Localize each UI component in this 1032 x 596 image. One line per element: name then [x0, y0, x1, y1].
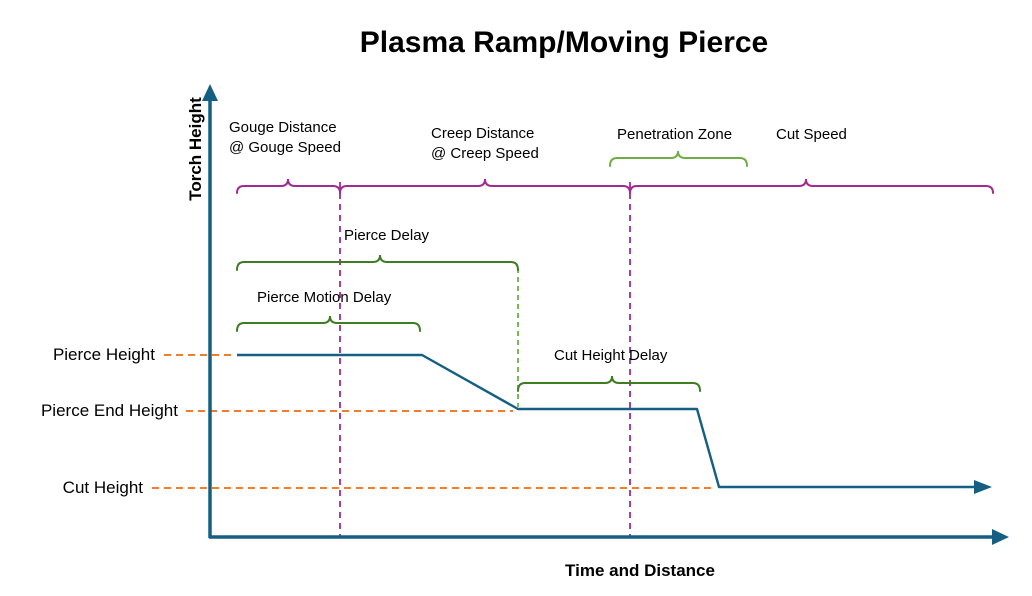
cut-speed-label: Cut Speed	[776, 126, 847, 143]
gouge-distance-line1: Gouge Distance	[229, 119, 337, 136]
creep-distance-line1: Creep Distance	[431, 125, 535, 142]
cut-height-delay-brace	[517, 375, 701, 392]
torch-height-curve	[237, 353, 976, 489]
pierce-motion-delay-brace	[236, 315, 421, 332]
page-title: Plasma Ramp/Moving Pierce	[359, 26, 769, 59]
creep-distance-line2: @ Creep Speed	[431, 145, 539, 162]
gouge-distance-brace	[236, 178, 341, 194]
y-axis-arrow	[202, 84, 218, 101]
pierce-delay-brace	[236, 254, 519, 271]
cut-height-label: Cut Height	[62, 478, 143, 497]
gouge-distance-line2: @ Gouge Speed	[229, 139, 341, 156]
pierce-motion-delay-label: Pierce Motion Delay	[257, 289, 392, 306]
y-axis-label: Torch Height	[186, 97, 205, 201]
penetration-zone-brace	[609, 150, 748, 167]
pierce-height-label: Pierce Height	[52, 345, 155, 364]
creep-distance-brace	[339, 178, 631, 194]
cut-speed-brace	[629, 178, 994, 194]
creep-distance-label: Creep Distance @ Creep Speed	[431, 124, 539, 164]
pierce-delay-label: Pierce Delay	[344, 227, 430, 244]
cut-height-delay-label: Cut Height Delay	[554, 347, 668, 364]
x-axis-arrow	[992, 529, 1009, 545]
torch-curve-arrow	[974, 480, 992, 494]
penetration-zone-label: Penetration Zone	[617, 126, 733, 143]
gouge-distance-label: Gouge Distance @ Gouge Speed	[229, 118, 341, 158]
pierce-end-height-label: Pierce End Height	[40, 401, 178, 420]
x-axis-label: Time and Distance	[565, 561, 715, 580]
